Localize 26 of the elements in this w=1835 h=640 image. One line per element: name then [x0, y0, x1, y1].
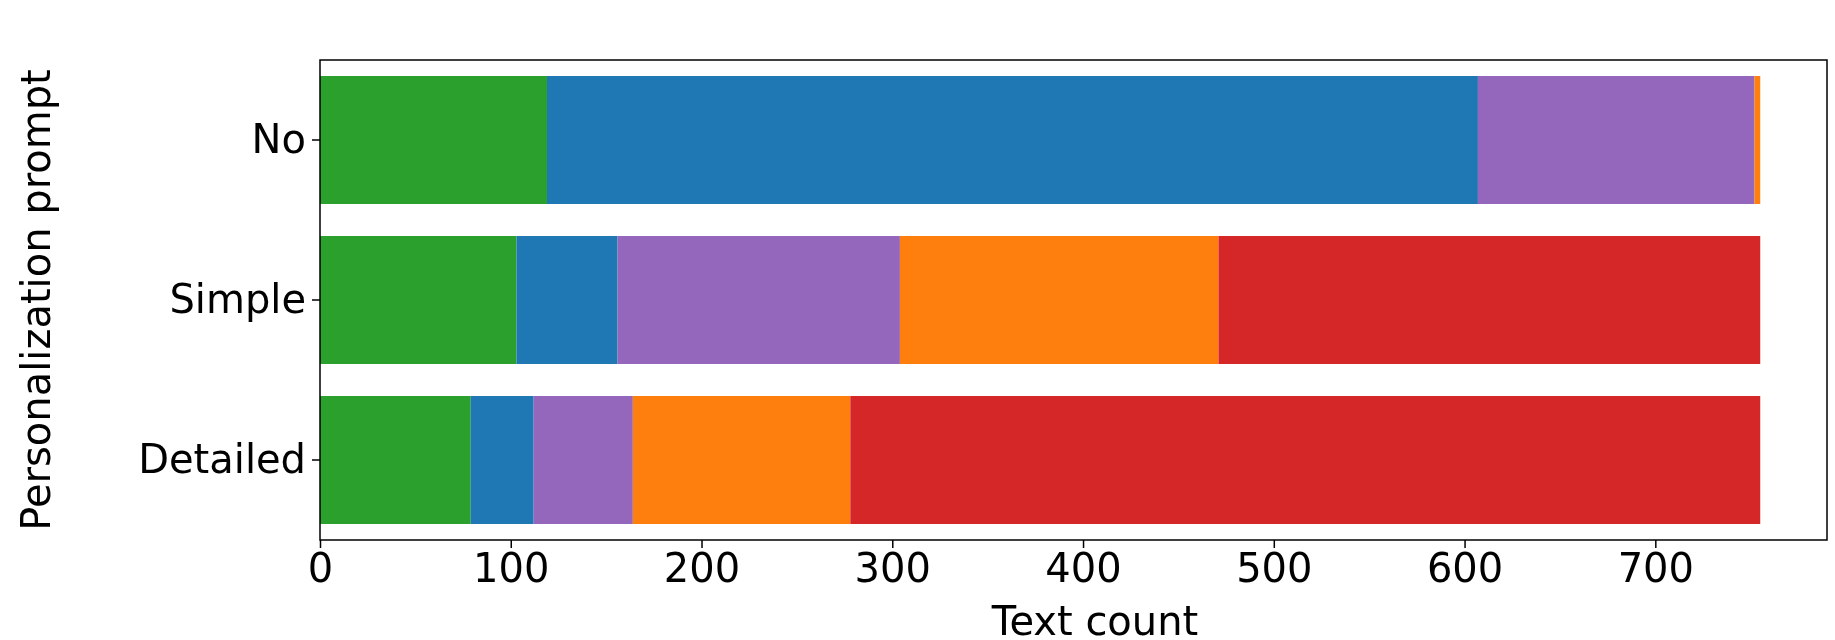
- x-tick-label: 400: [1045, 545, 1122, 592]
- bar: [320, 236, 517, 364]
- y-tick-label: No: [251, 115, 306, 162]
- bar: [547, 76, 1478, 204]
- bar: [1477, 76, 1755, 204]
- bar: [470, 396, 534, 524]
- bar: [533, 396, 633, 524]
- x-axis-title: Text count: [990, 598, 1199, 640]
- y-tick-label: Detailed: [138, 435, 306, 482]
- bar: [617, 236, 900, 364]
- bar: [899, 236, 1219, 364]
- y-tick-label: Simple: [169, 275, 306, 322]
- bar: [516, 236, 618, 364]
- x-tick-label: 100: [473, 545, 550, 592]
- bar: [850, 396, 1761, 524]
- x-tick-label: 600: [1426, 545, 1504, 592]
- bar: [320, 76, 547, 204]
- x-tick-label: 700: [1617, 545, 1694, 592]
- bar: [632, 396, 851, 524]
- x-tick-label: 500: [1236, 545, 1313, 592]
- x-tick-label: 200: [663, 545, 741, 592]
- bar: [1218, 236, 1761, 364]
- x-tick-label: 0: [307, 545, 334, 592]
- bar: [320, 396, 471, 524]
- y-axis-title: Personalization prompt: [13, 69, 59, 531]
- x-tick-label: 300: [854, 545, 931, 592]
